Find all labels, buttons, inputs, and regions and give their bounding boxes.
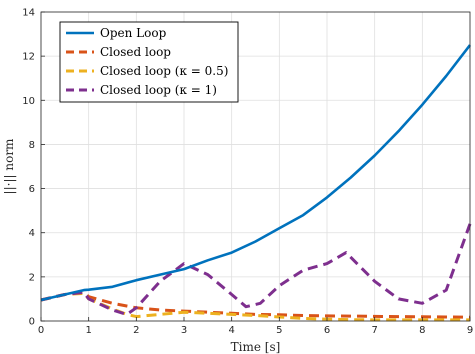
x-tick-label: 8: [419, 325, 425, 336]
y-tick-label: 6: [29, 184, 35, 195]
x-tick-label: 1: [85, 325, 91, 336]
series-line-1: [40, 290, 471, 319]
legend-label-0: Open Loop: [100, 26, 167, 40]
plot-frame: [40, 11, 471, 322]
y-tick-label: 8: [29, 140, 35, 151]
legend-label-1: Closed loop: [100, 45, 171, 59]
x-tick-label: 6: [324, 325, 330, 336]
x-tick-label: 9: [467, 325, 473, 336]
y-tick-label: 0: [29, 317, 35, 328]
y-axis-label: ||·|| norm: [2, 138, 16, 194]
y-tick-label: 4: [29, 228, 35, 239]
legend: Open Loop Closed loop Closed loop (κ = 0.5…: [59, 21, 239, 103]
x-tick-label: 7: [371, 325, 377, 336]
x-tick-label: 4: [228, 325, 234, 336]
y-tick-label: 14: [22, 8, 35, 19]
legend-label-2: Closed loop (κ = 0.5): [100, 64, 228, 78]
series-line-3: [40, 223, 472, 316]
y-axis-ticks: 0 2 4 6 8 10 12 14: [22, 8, 45, 328]
y-tick-label: 2: [29, 272, 35, 283]
y-tick-label: 10: [22, 96, 35, 107]
series-line-2: [40, 291, 470, 322]
x-axis-label: Time [s]: [231, 340, 281, 354]
y-tick-label: 12: [22, 52, 35, 63]
x-tick-label: 0: [38, 325, 44, 336]
x-tick-label: 2: [133, 325, 139, 336]
series-layer: [40, 44, 472, 322]
x-tick-label: 3: [181, 325, 187, 336]
legend-box: [59, 21, 239, 103]
legend-label-3: Closed loop (κ = 1): [100, 83, 217, 97]
series-line-0: [40, 44, 472, 302]
x-tick-label: 5: [276, 325, 282, 336]
x-axis-ticks: 0 1 2 3 4 5 6 7 8 9: [38, 317, 473, 336]
